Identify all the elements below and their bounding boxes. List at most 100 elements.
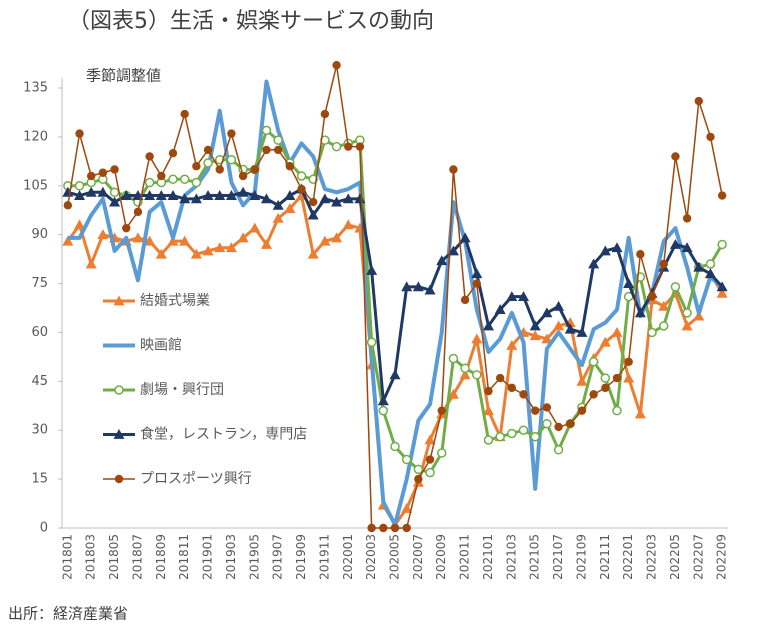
- marker: [320, 109, 330, 119]
- marker: [402, 523, 411, 533]
- marker: [717, 191, 727, 200]
- marker: [342, 193, 354, 204]
- marker: [203, 158, 213, 168]
- marker: [529, 330, 541, 341]
- legend-label: 映画館: [140, 337, 182, 354]
- marker: [588, 357, 599, 367]
- x-tick-label: 202209: [715, 534, 729, 580]
- marker: [250, 165, 259, 174]
- marker: [342, 219, 354, 230]
- marker: [542, 418, 552, 429]
- marker: [576, 326, 588, 337]
- marker: [658, 321, 669, 331]
- marker: [132, 232, 144, 243]
- marker: [74, 190, 86, 200]
- marker: [460, 295, 470, 305]
- marker: [214, 190, 226, 200]
- marker: [85, 258, 97, 269]
- marker: [484, 386, 493, 396]
- y-tick-label: 120: [23, 129, 48, 144]
- marker: [98, 168, 108, 177]
- marker: [249, 222, 261, 233]
- marker: [599, 336, 611, 347]
- marker: [518, 425, 529, 435]
- marker: [705, 259, 716, 269]
- marker: [681, 320, 693, 331]
- marker: [576, 375, 588, 386]
- marker: [694, 96, 703, 106]
- marker: [273, 145, 283, 155]
- y-tick-label: 30: [31, 423, 48, 438]
- x-tick-label: 202109: [574, 534, 588, 580]
- marker: [612, 373, 622, 383]
- marker: [113, 429, 125, 439]
- marker: [529, 320, 541, 331]
- marker: [190, 193, 202, 204]
- marker: [344, 142, 353, 151]
- marker: [168, 174, 178, 185]
- marker: [192, 162, 201, 171]
- marker: [114, 474, 124, 484]
- marker: [179, 235, 191, 246]
- x-tick-label: 202203: [645, 534, 659, 580]
- marker: [214, 242, 226, 253]
- marker: [424, 284, 436, 295]
- marker: [378, 405, 389, 416]
- marker: [682, 214, 692, 223]
- marker: [75, 129, 84, 138]
- marker: [447, 245, 459, 256]
- marker: [588, 258, 600, 269]
- marker: [122, 223, 131, 233]
- x-tick-label: 201809: [154, 534, 168, 580]
- marker: [120, 190, 132, 200]
- marker: [74, 219, 86, 230]
- marker: [413, 464, 424, 475]
- marker: [482, 320, 494, 331]
- marker: [226, 154, 237, 165]
- marker: [448, 353, 459, 364]
- marker: [260, 238, 272, 249]
- marker: [483, 435, 494, 445]
- x-tick-label: 202003: [364, 534, 378, 580]
- marker: [62, 235, 74, 246]
- marker: [284, 203, 296, 213]
- marker: [366, 337, 377, 347]
- marker: [553, 300, 565, 311]
- marker: [144, 177, 155, 188]
- marker: [114, 385, 124, 395]
- marker: [612, 405, 622, 416]
- marker: [109, 187, 120, 198]
- marker: [716, 287, 728, 298]
- marker: [553, 445, 564, 455]
- marker: [682, 308, 692, 318]
- marker: [390, 441, 400, 452]
- marker: [471, 268, 483, 279]
- marker: [168, 148, 178, 158]
- marker: [379, 523, 388, 533]
- marker: [566, 419, 575, 428]
- marker: [506, 291, 518, 301]
- marker: [331, 141, 342, 152]
- marker: [155, 190, 167, 200]
- x-tick-label: 201909: [294, 534, 308, 580]
- marker: [436, 448, 447, 458]
- marker: [518, 291, 530, 301]
- marker: [647, 292, 657, 301]
- legend-label: 劇場・興行団: [140, 382, 224, 398]
- x-tick-label: 202007: [411, 534, 425, 580]
- marker: [167, 190, 179, 200]
- marker: [599, 245, 611, 256]
- marker: [460, 363, 470, 374]
- marker: [262, 145, 271, 155]
- marker: [541, 307, 553, 318]
- marker: [611, 242, 623, 253]
- marker: [113, 295, 125, 306]
- marker: [296, 171, 307, 181]
- marker: [225, 242, 237, 253]
- marker: [319, 235, 331, 246]
- marker: [367, 523, 376, 533]
- marker: [203, 145, 213, 155]
- marker: [273, 135, 283, 145]
- marker: [87, 171, 96, 181]
- marker: [319, 193, 331, 204]
